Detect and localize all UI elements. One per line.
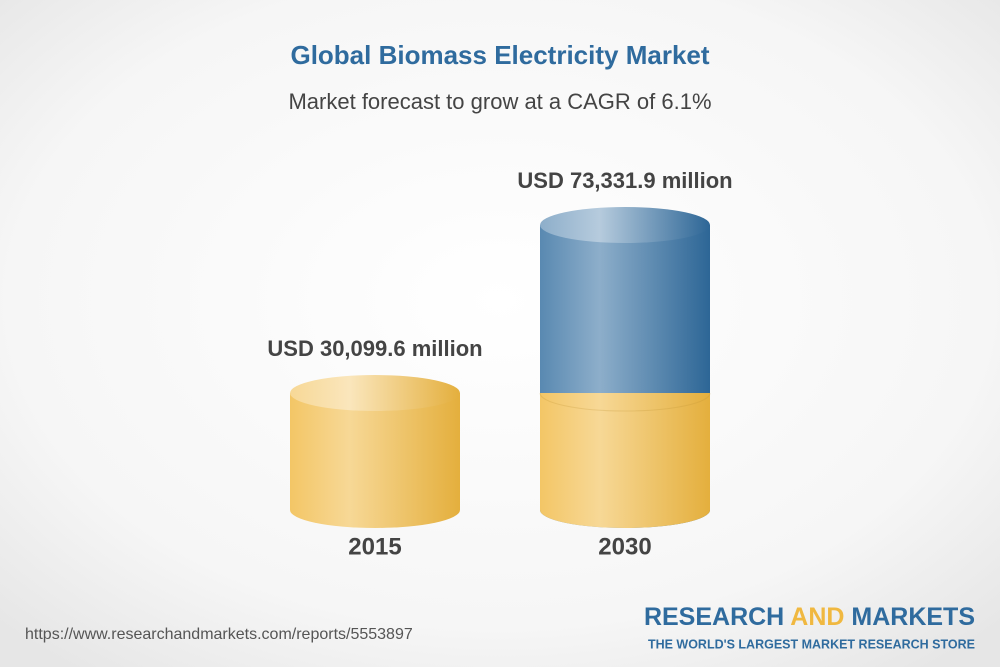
value-label: USD 73,331.9 million: [517, 168, 732, 193]
segment-edge: [539, 392, 711, 412]
bar: [290, 393, 460, 528]
chart-subtitle: Market forecast to grow at a CAGR of 6.1…: [288, 89, 711, 114]
logo-word: AND: [790, 603, 844, 631]
bar-top: [540, 207, 710, 243]
source-url: https://www.researchandmarkets.com/repor…: [25, 626, 413, 643]
value-label: USD 30,099.6 million: [267, 336, 482, 361]
chart-title: Global Biomass Electricity Market: [290, 40, 709, 70]
bar-base-segment: [540, 393, 710, 528]
logo-word: MARKETS: [851, 603, 975, 631]
x-tick-label: 2015: [348, 533, 401, 560]
x-tick-label: 2030: [598, 533, 651, 560]
bar-top: [290, 375, 460, 412]
logo-word: RESEARCH: [644, 603, 784, 631]
logo-tagline: THE WORLD'S LARGEST MARKET RESEARCH STOR…: [648, 637, 975, 651]
logo: RESEARCH AND MARKETS: [644, 603, 975, 631]
